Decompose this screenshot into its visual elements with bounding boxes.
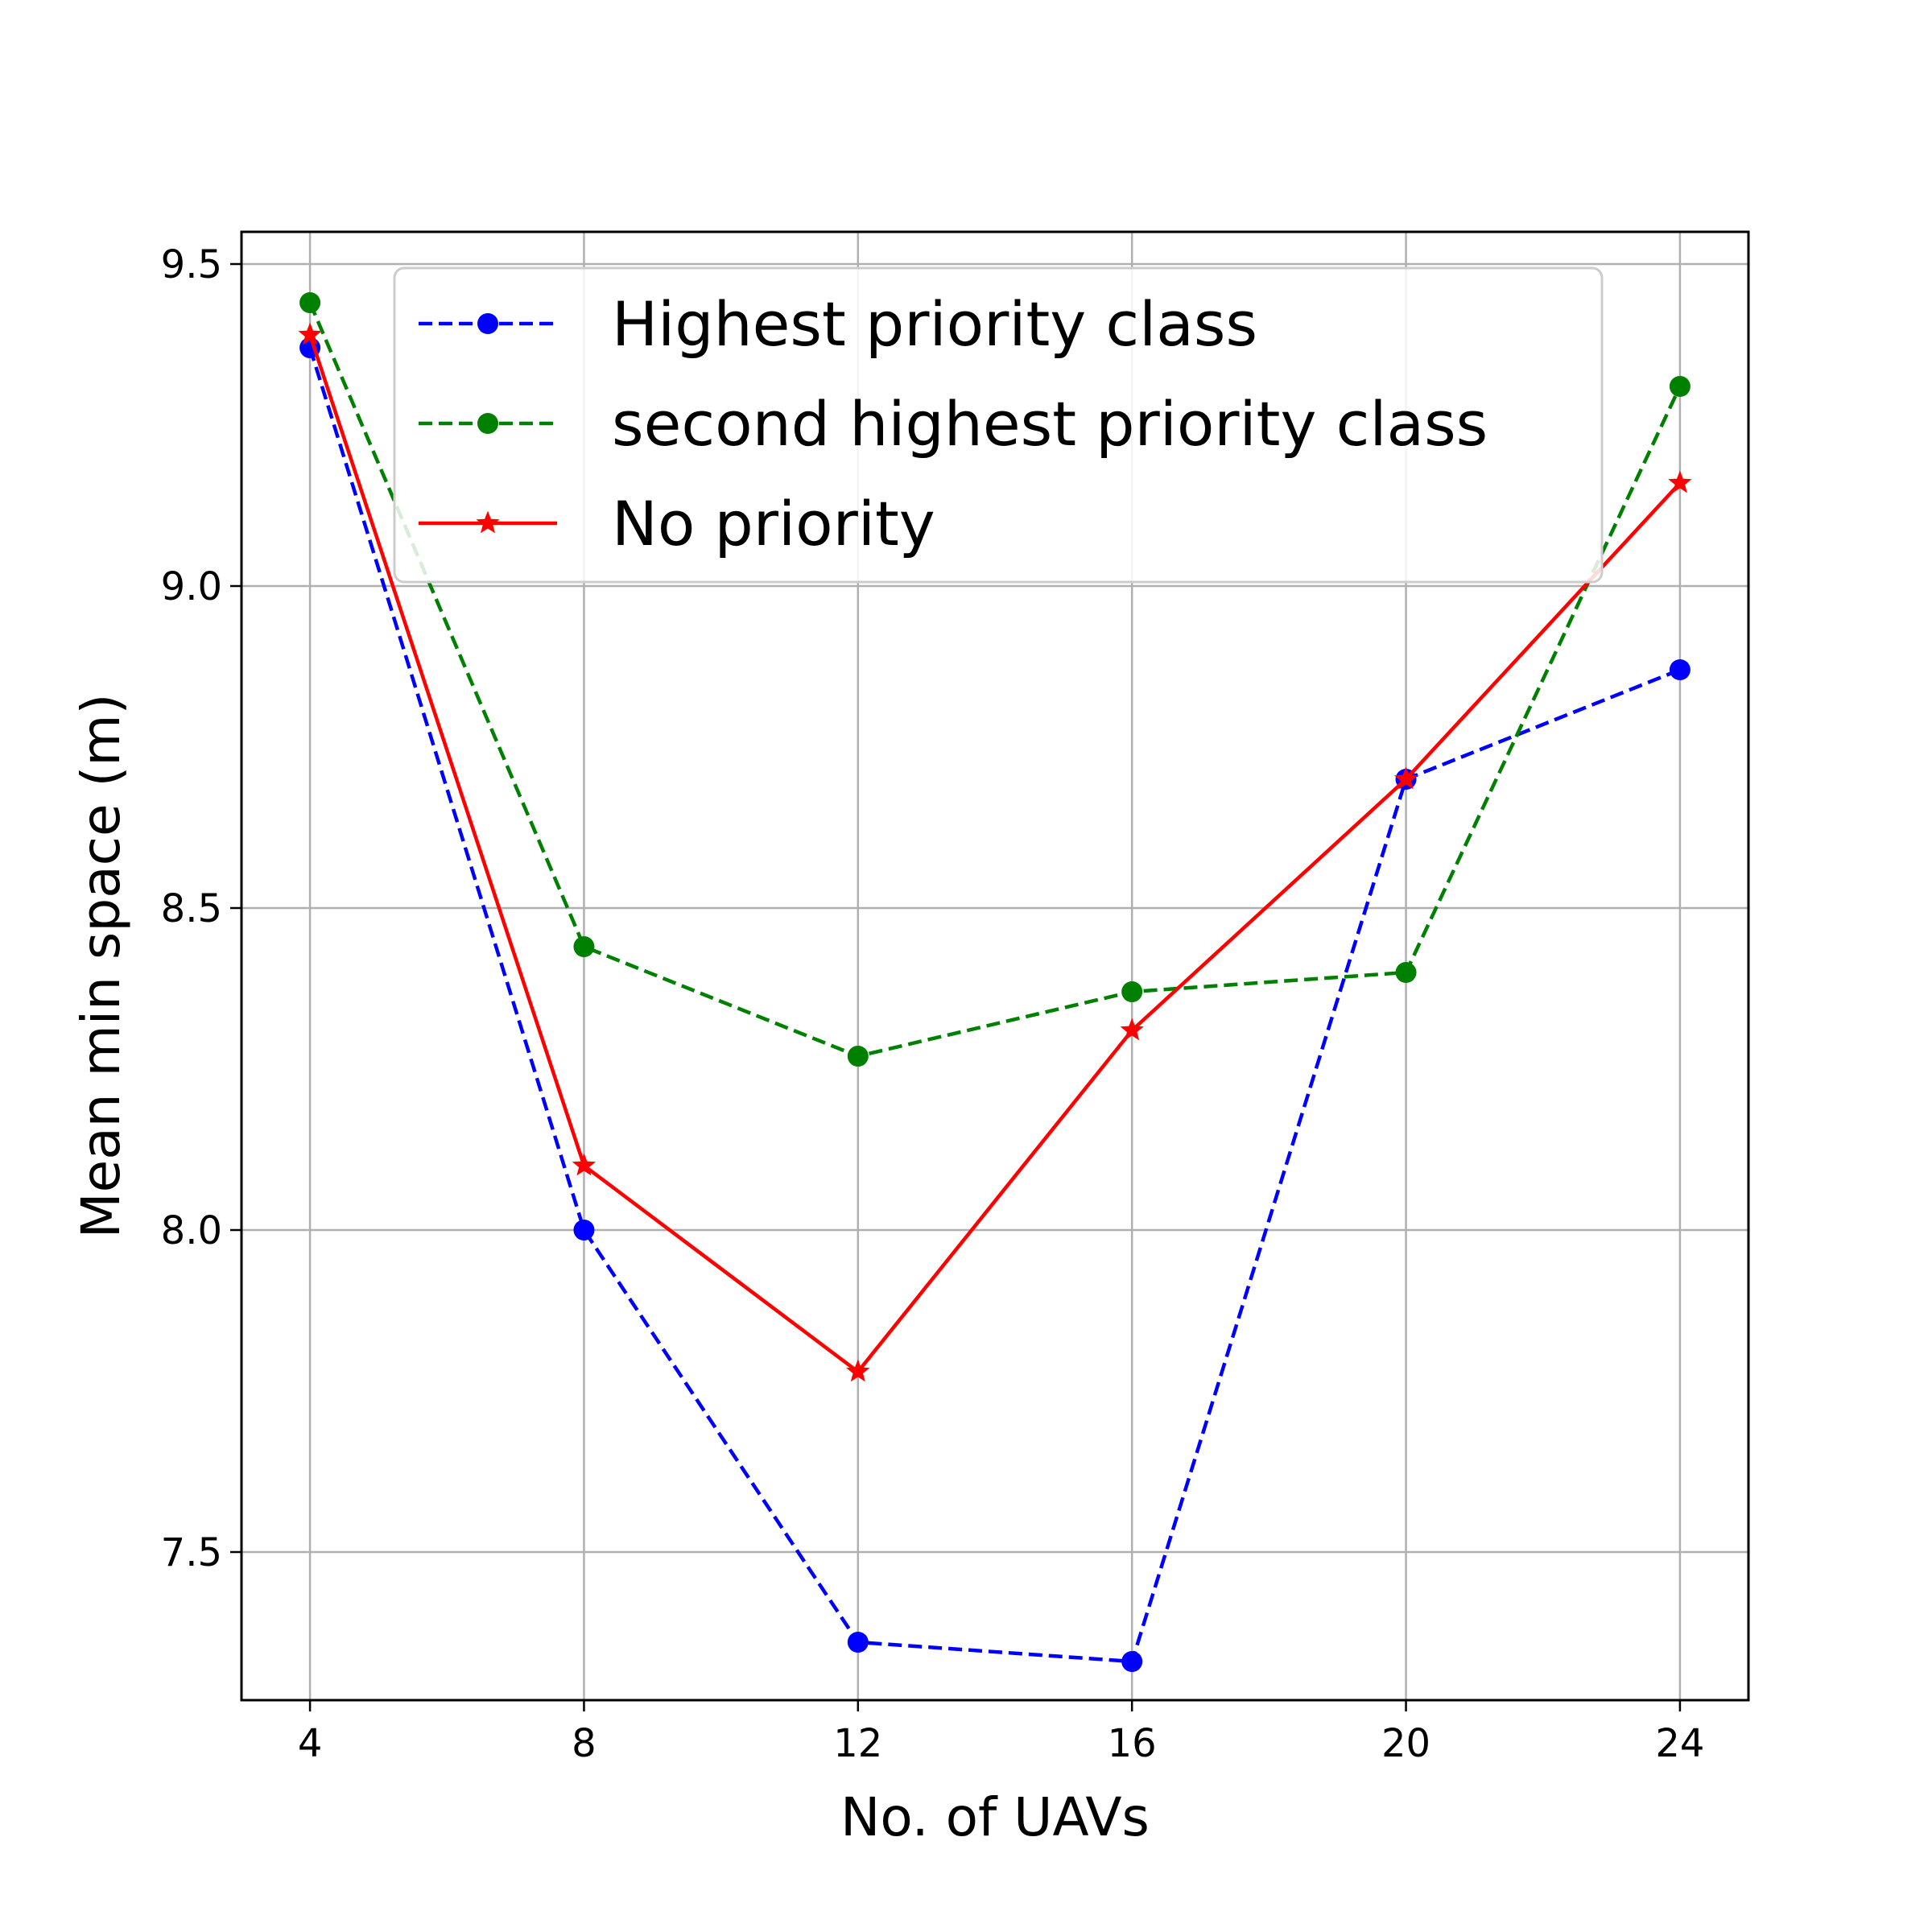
legend-entry: Highest priority class: [419, 288, 1257, 360]
data-point: [1395, 962, 1417, 983]
data-point: [847, 1046, 869, 1067]
y-tick-label: 7.5: [161, 1530, 222, 1575]
x-tick-label: 4: [298, 1721, 323, 1766]
data-point: [1120, 1018, 1144, 1041]
series-group: [298, 292, 1692, 1672]
legend-marker: [477, 313, 498, 334]
series-3: [298, 322, 1692, 1382]
data-point: [572, 1153, 597, 1176]
data-point: [1669, 376, 1690, 397]
series-2: [299, 292, 1690, 1067]
data-point: [1668, 470, 1692, 493]
data-point: [573, 1220, 595, 1241]
data-point: [298, 322, 322, 345]
y-tick-label: 9.5: [161, 242, 222, 287]
legend-entry: second highest priority class: [419, 388, 1488, 460]
series-line: [308, 347, 1681, 1664]
series-line: [308, 334, 1682, 1375]
x-tick-label: 8: [572, 1721, 597, 1766]
legend-label: No priority: [612, 488, 935, 559]
y-tick-label: 8.0: [161, 1208, 222, 1253]
legend-box: [393, 266, 1604, 584]
ticks: 4 8 12 16 20 24 7.5 8.0 8.5 9.0 9.5: [161, 242, 1705, 1766]
x-axis-title: No. of UAVs: [840, 1786, 1150, 1848]
legend: Highest priority class second highest pri…: [393, 266, 1604, 584]
y-tick-label: 9.0: [161, 564, 222, 609]
legend-label: Highest priority class: [612, 288, 1257, 360]
data-point: [846, 1359, 870, 1382]
data-point: [1121, 1651, 1143, 1672]
legend-marker: [476, 510, 500, 534]
data-point: [1393, 766, 1418, 790]
series-line: [308, 302, 1682, 1059]
legend-label: second highest priority class: [612, 388, 1488, 460]
plot-frame: [240, 230, 1750, 1702]
data-point: [299, 292, 321, 313]
legend-entry: No priority: [419, 488, 935, 559]
x-tick-label: 12: [833, 1721, 882, 1766]
legend-marker: [477, 413, 498, 434]
data-point: [847, 1632, 869, 1653]
data-point: [573, 936, 595, 957]
x-tick-label: 24: [1655, 1721, 1704, 1766]
y-tick-label: 8.5: [161, 886, 222, 931]
y-axis-title: Mean min space (m): [70, 694, 132, 1239]
x-tick-label: 16: [1108, 1721, 1157, 1766]
data-point: [1121, 981, 1143, 1002]
data-point: [1669, 659, 1690, 680]
x-tick-label: 20: [1381, 1721, 1430, 1766]
